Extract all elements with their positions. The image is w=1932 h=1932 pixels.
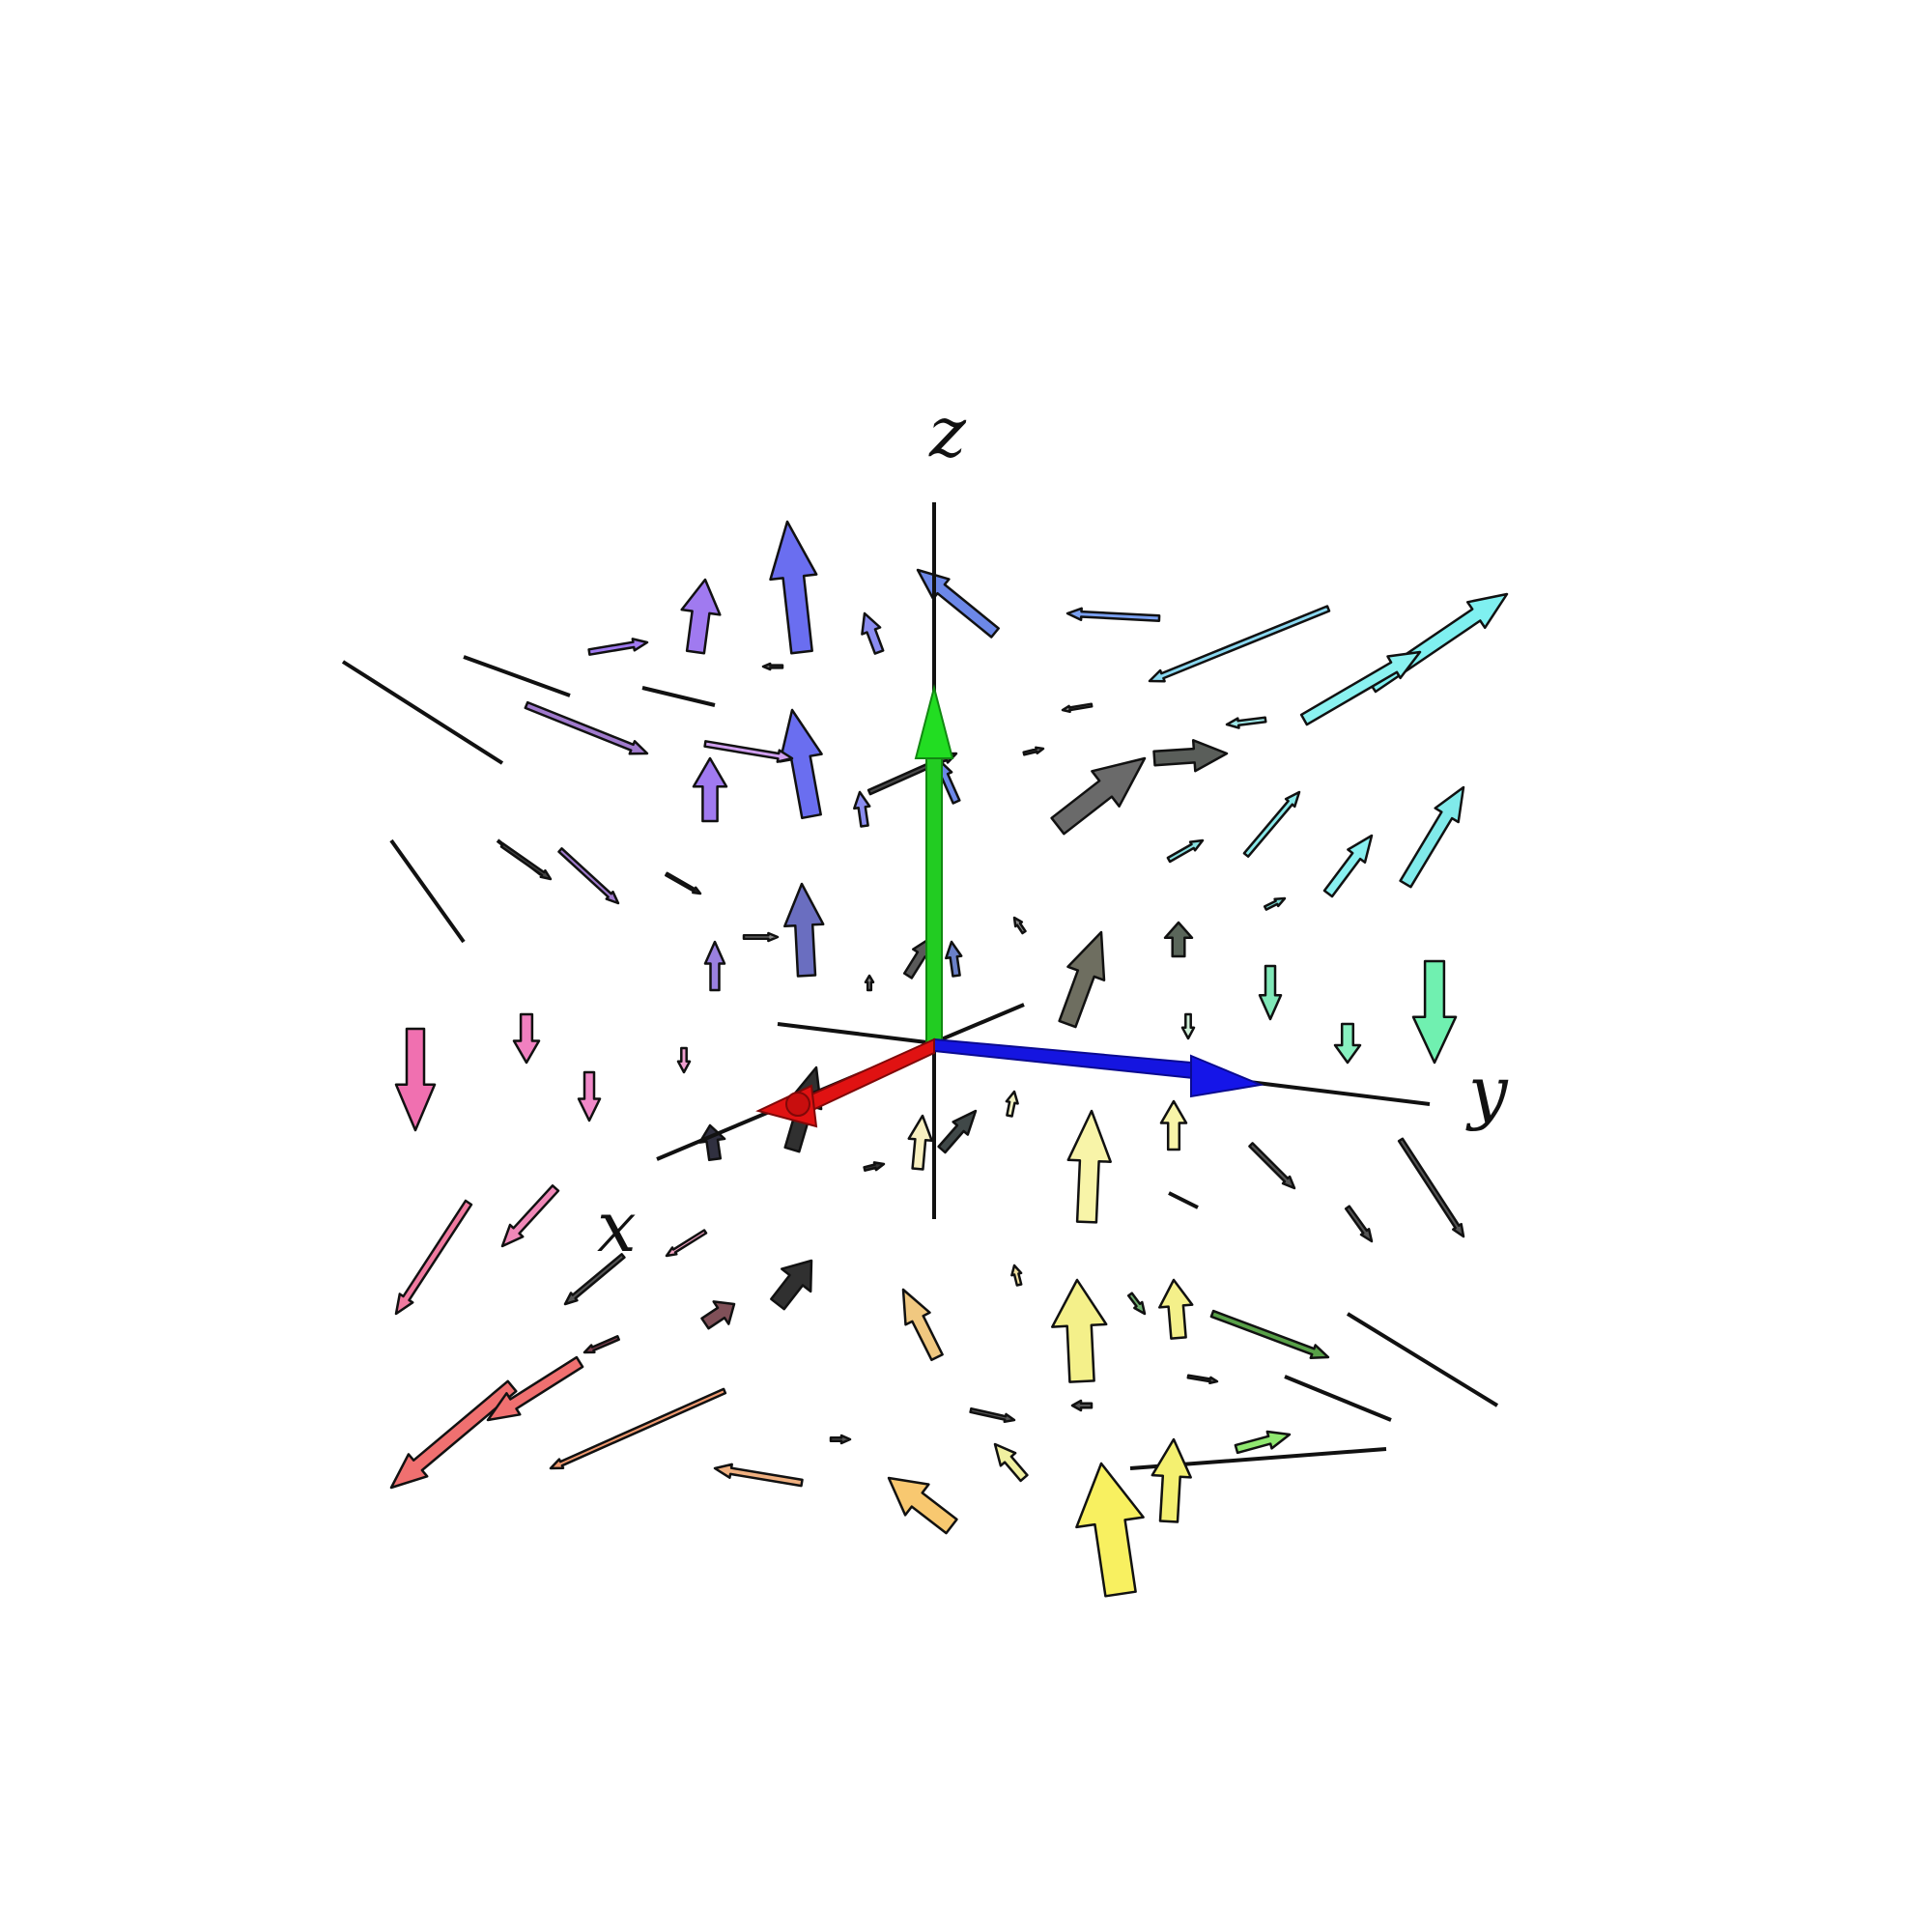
field-arrow: [864, 974, 875, 992]
field-arrow: [1322, 834, 1374, 898]
field-arrow: [937, 1109, 978, 1154]
field-arrow: [1333, 1022, 1362, 1065]
field-arrow: [1152, 739, 1229, 773]
field-arrow: [680, 578, 722, 655]
field-arrow: [1397, 1137, 1465, 1238]
field-arrow: [1242, 790, 1301, 858]
field-arrow-edge-on: [341, 660, 504, 765]
field-arrow: [389, 1379, 518, 1490]
field-arrow: [499, 842, 553, 881]
field-arrow: [887, 1476, 958, 1535]
field-arrow-edge-on: [389, 838, 466, 944]
x-basis-vector: [755, 1037, 935, 1128]
x-axis-label: x: [597, 1186, 637, 1267]
field-arrow: [1158, 1278, 1194, 1340]
field-arrow: [742, 931, 780, 943]
field-arrow: [993, 1442, 1029, 1483]
field-arrow: [1065, 607, 1161, 622]
field-arrow: [557, 847, 620, 905]
field-arrow: [1344, 1205, 1374, 1243]
field-arrow: [1050, 756, 1147, 836]
z-axis-label: z: [928, 391, 967, 472]
field-arrow: [1022, 746, 1045, 756]
field-arrow: [907, 1114, 933, 1171]
field-arrow: [582, 1335, 620, 1354]
field-arrow: [916, 568, 1000, 639]
field-arrow: [1411, 959, 1458, 1065]
field-arrow: [665, 871, 702, 895]
field-arrow: [1163, 921, 1194, 958]
field-arrow-edge-on: [1346, 1312, 1499, 1407]
y-axis-label: y: [1465, 1051, 1509, 1132]
field-arrow: [901, 1288, 944, 1362]
field-arrow: [1151, 1437, 1192, 1523]
field-arrow: [1263, 896, 1287, 911]
field-arrow: [1075, 1462, 1145, 1598]
z-basis-vector: [914, 684, 954, 1044]
field-arrow: [1225, 716, 1267, 729]
field-arrow-edge-on: [1284, 1375, 1392, 1422]
field-arrow: [1005, 1090, 1019, 1118]
field-arrow: [1299, 650, 1422, 726]
field-arrow: [1070, 1399, 1094, 1412]
field-arrow: [1248, 1142, 1296, 1190]
field-arrow: [577, 1070, 602, 1122]
field-arrow: [1166, 838, 1205, 864]
field-arrow: [1058, 930, 1106, 1029]
field-arrow: [969, 1406, 1016, 1424]
field-arrow: [703, 940, 726, 992]
field-arrow: [761, 662, 784, 671]
field-arrow: [770, 1259, 813, 1311]
field-arrow-edge-on: [1168, 1191, 1199, 1209]
field-arrow: [1258, 964, 1283, 1021]
coordinate-axes: x y z: [597, 391, 1509, 1267]
field-arrow: [1012, 916, 1027, 935]
field-arrow: [1234, 1430, 1292, 1455]
field-arrow: [563, 1253, 626, 1306]
vector-field-arrows: [341, 520, 1509, 1598]
field-arrow: [1159, 1099, 1188, 1151]
field-arrow: [1209, 1309, 1330, 1359]
field-arrow: [703, 740, 794, 763]
field-arrow: [486, 1355, 584, 1422]
field-arrow: [1010, 1264, 1023, 1287]
field-arrow: [779, 708, 823, 820]
field-arrow: [587, 638, 649, 656]
field-arrow: [549, 1387, 727, 1470]
field-arrow: [769, 520, 818, 655]
field-arrow: [676, 1046, 692, 1074]
field-arrow: [524, 700, 649, 755]
field-arrow: [394, 1027, 437, 1132]
field-arrow: [500, 1184, 560, 1248]
field-arrow: [853, 790, 871, 828]
field-arrow: [1061, 702, 1094, 714]
field-arrow: [700, 1300, 736, 1330]
field-arrow: [1126, 1292, 1147, 1316]
y-basis-vector: [933, 1037, 1264, 1098]
field-arrow: [783, 882, 825, 978]
field-arrow: [1066, 1109, 1112, 1224]
field-arrow: [512, 1012, 541, 1065]
field-arrow: [1180, 1012, 1196, 1040]
field-arrow: [713, 1463, 804, 1488]
field-arrow: [692, 756, 728, 823]
field-arrow-edge-on: [463, 655, 571, 697]
field-arrow: [945, 940, 963, 978]
field-arrow: [861, 611, 885, 655]
field-arrow: [1186, 1374, 1219, 1385]
field-arrow: [1399, 785, 1465, 889]
field-arrow: [829, 1434, 852, 1445]
field-arrow: [394, 1199, 473, 1316]
field-arrow: [1148, 605, 1331, 683]
field-arrow: [863, 1161, 886, 1172]
field-arrow: [665, 1229, 708, 1258]
field-arrow-edge-on: [641, 686, 716, 707]
field-arrow: [1051, 1278, 1108, 1383]
